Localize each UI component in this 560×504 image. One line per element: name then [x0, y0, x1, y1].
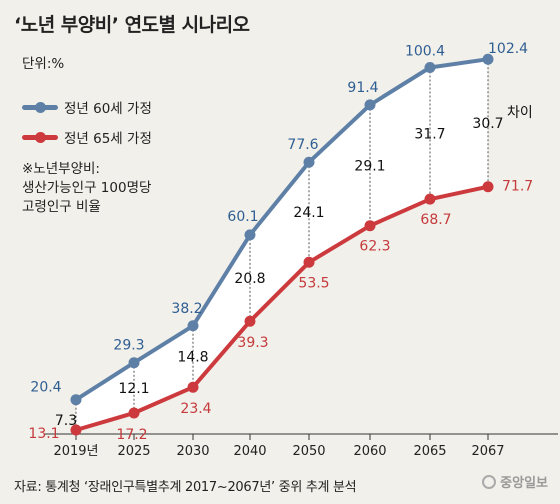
data-point-65 — [364, 220, 376, 232]
data-point-65 — [244, 315, 256, 327]
value-label-60: 20.4 — [30, 380, 61, 396]
data-point-60 — [303, 156, 315, 168]
logo-text: 중앙일보 — [500, 476, 548, 491]
unit-label: 단위:% — [22, 56, 65, 72]
series-line-60 — [74, 57, 489, 402]
x-tick-label: 2040 — [233, 444, 266, 459]
value-label-65: 68.7 — [420, 212, 451, 228]
data-point-60 — [482, 53, 494, 65]
data-point-65 — [187, 381, 199, 393]
legend-label-60: 정년 60세 가정 — [64, 101, 152, 117]
value-label-65: 53.5 — [298, 275, 329, 291]
data-point-65 — [303, 256, 315, 268]
x-tick-label: 2025 — [117, 444, 150, 459]
difference-label: 31.7 — [414, 126, 445, 142]
definition-note: ※노년부양비: 생산가능인구 100명당 고령인구 비율 — [22, 160, 151, 217]
x-tick-label: 2060 — [353, 444, 386, 459]
legend-label-65: 정년 65세 가정 — [64, 131, 152, 147]
value-label-65: 23.4 — [180, 401, 211, 417]
note-line-3: 고령인구 비율 — [22, 199, 101, 215]
data-point-60 — [128, 357, 140, 369]
data-point-65 — [482, 181, 494, 193]
logo-icon — [482, 474, 497, 489]
legend-marker-red — [22, 131, 58, 143]
publisher-logo: 중앙일보 — [482, 472, 548, 491]
difference-label: 29.1 — [354, 158, 385, 174]
x-tick-label: 2067 — [471, 444, 504, 459]
value-label-60: 100.4 — [405, 44, 445, 60]
difference-label: 12.1 — [118, 381, 149, 397]
value-label-60: 91.4 — [347, 80, 378, 96]
data-point-60 — [70, 394, 82, 406]
note-line-1: ※노년부양비: — [22, 161, 100, 177]
x-tick-label: 2065 — [413, 444, 446, 459]
value-label-65: 39.3 — [237, 335, 268, 351]
data-point-60 — [187, 320, 199, 332]
x-tick-label: 2030 — [176, 444, 209, 459]
data-point-60 — [244, 229, 256, 241]
value-label-65: 13.1 — [28, 426, 59, 442]
data-point-65 — [424, 193, 436, 205]
value-label-60: 77.6 — [287, 137, 318, 153]
legend-item-60: 정년 60세 가정 — [22, 97, 152, 117]
value-label-60: 60.1 — [227, 209, 258, 225]
data-point-60 — [364, 99, 376, 111]
legend-item-65: 정년 65세 가정 — [22, 127, 152, 147]
chart-title: ‘노년 부양비’ 연도별 시나리오 — [14, 14, 250, 36]
difference-label: 30.7 — [472, 116, 503, 132]
legend-marker-blue — [22, 101, 58, 113]
value-label-65: 71.7 — [502, 179, 533, 195]
value-label-60: 38.2 — [171, 301, 202, 317]
difference-label: 7.3 — [55, 413, 77, 429]
value-label-60: 29.3 — [113, 338, 144, 354]
data-point-65 — [70, 424, 82, 436]
x-tick-label: 2050 — [292, 444, 325, 459]
difference-label: 20.8 — [234, 271, 265, 287]
source-note: 자료: 통계청 ‘장래인구특별추계 2017~2067년’ 중위 추계 분석 — [14, 480, 357, 495]
value-label-65: 17.2 — [116, 427, 147, 443]
value-label-65: 62.3 — [359, 239, 390, 255]
data-point-60 — [424, 62, 436, 74]
data-point-65 — [128, 407, 140, 419]
x-tick-label: 2019년 — [53, 444, 98, 459]
gap-area — [76, 59, 488, 430]
value-label-60: 102.4 — [488, 41, 528, 57]
difference-label: 24.1 — [293, 205, 324, 221]
series-line-65 — [75, 184, 489, 432]
note-line-2: 생산가능인구 100명당 — [22, 180, 152, 196]
difference-caption: 차이 — [507, 105, 533, 121]
difference-label: 14.8 — [177, 350, 208, 366]
